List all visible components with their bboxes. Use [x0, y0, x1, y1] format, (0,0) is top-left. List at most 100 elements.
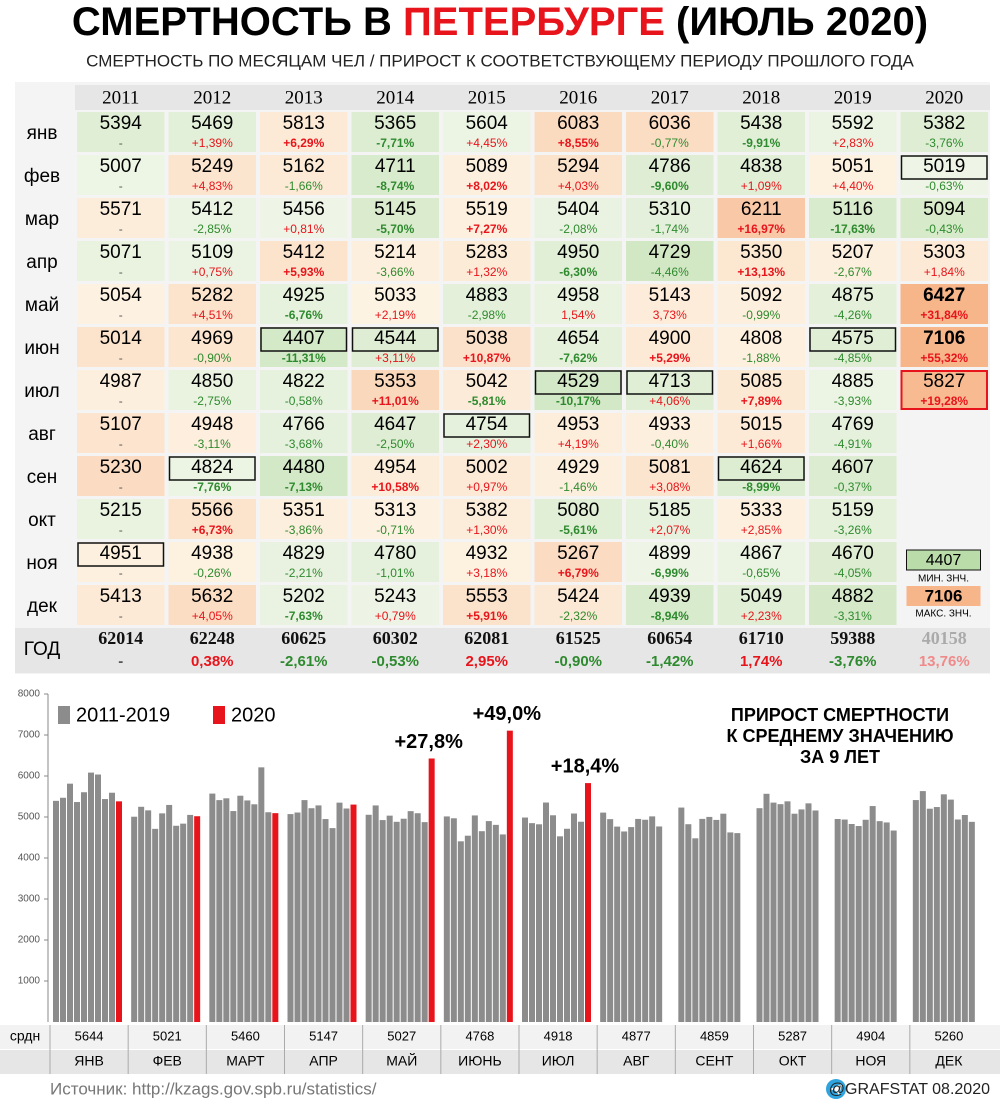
legend-label: 2011-2019 — [76, 704, 170, 726]
cell — [626, 198, 714, 238]
bar — [499, 834, 506, 1022]
total-value: 40158 — [922, 628, 967, 648]
bar — [791, 813, 798, 1022]
cell-value: 5015 — [740, 414, 782, 435]
cell-change: - — [119, 351, 123, 365]
cell-change: +2,30% — [466, 437, 507, 451]
cell — [534, 370, 622, 410]
bar — [428, 758, 435, 1022]
cell — [168, 370, 256, 410]
bar — [216, 800, 223, 1022]
cell-change: -0,40% — [651, 437, 689, 451]
cell — [443, 370, 531, 410]
cell — [809, 155, 897, 195]
cell-change: - — [119, 566, 123, 580]
cell-value: 5412 — [191, 199, 233, 220]
cell-change: 3,73% — [653, 308, 687, 322]
bar — [784, 801, 791, 1022]
cell-value: 4654 — [557, 328, 600, 349]
cell-value: 5553 — [466, 586, 508, 607]
total-value: 61525 — [556, 628, 601, 648]
year-label: 2015 — [468, 87, 506, 108]
cell-change: -3,68% — [285, 437, 323, 451]
cell-change: +11,01% — [372, 394, 419, 408]
cell — [168, 585, 256, 625]
cell-value: 5002 — [466, 457, 508, 478]
cell-value: 5333 — [740, 500, 782, 521]
cell-change: -0,58% — [285, 394, 323, 408]
bar — [237, 795, 244, 1022]
cell-change: +4,40% — [832, 179, 873, 193]
cell-value: 4808 — [740, 328, 782, 349]
cell-value: 4766 — [283, 414, 325, 435]
cell — [260, 456, 348, 496]
cell-change: +10,58% — [371, 480, 419, 494]
cell-value: 5007 — [100, 156, 142, 177]
bar — [308, 808, 315, 1022]
cell-change: -7,71% — [376, 136, 414, 150]
cell-change: +3,08% — [649, 480, 690, 494]
min-box — [809, 327, 897, 352]
min-box — [534, 370, 622, 395]
legend-min-value: 4407 — [926, 552, 962, 569]
cell — [717, 112, 805, 152]
bar — [131, 816, 138, 1022]
cell — [168, 499, 256, 539]
cell — [626, 542, 714, 582]
cell — [260, 241, 348, 281]
cell-change: - — [119, 308, 123, 322]
legend-min-box — [906, 549, 981, 571]
bar — [656, 826, 663, 1022]
bar — [812, 810, 819, 1022]
bar — [343, 808, 350, 1022]
cell — [809, 413, 897, 453]
x-tick-label: ОКТ — [779, 1053, 807, 1069]
annotation: +18,4% — [551, 755, 620, 777]
cell-change: +10,87% — [463, 351, 511, 365]
cell — [168, 456, 256, 496]
y-tick-label: 5000 — [18, 812, 41, 823]
bar — [350, 804, 357, 1022]
bar — [727, 832, 734, 1022]
bar — [421, 822, 428, 1022]
source: Источник: http://kzags.gov.spb.ru/statis… — [50, 1079, 377, 1098]
bar — [265, 812, 272, 1022]
bar — [223, 798, 230, 1022]
cell-value: 7106 — [923, 328, 965, 349]
avg-value: 4768 — [465, 1028, 494, 1043]
cell — [77, 155, 165, 195]
cell — [626, 499, 714, 539]
cell — [351, 155, 439, 195]
bar — [926, 808, 933, 1022]
bar — [492, 824, 499, 1022]
cell-change: - — [119, 437, 123, 451]
cell — [809, 456, 897, 496]
month-label: окт — [28, 510, 56, 531]
bar — [400, 818, 407, 1022]
title-highlight: ПЕТЕРБУРГЕ — [403, 0, 665, 44]
total-value: 60302 — [373, 628, 418, 648]
cell-value: 5303 — [923, 242, 965, 263]
cell-value: 4480 — [283, 457, 325, 478]
bar — [450, 818, 457, 1022]
bar — [464, 835, 471, 1022]
cell-change: -6,99% — [651, 566, 689, 580]
y-tick-label: 7000 — [18, 730, 41, 741]
cell-value: 5827 — [923, 371, 965, 392]
cell-change: -5,81% — [468, 394, 506, 408]
avg-value: 4918 — [544, 1028, 573, 1043]
bar — [386, 815, 393, 1022]
cell-value: 5350 — [740, 242, 782, 263]
total-change: -1,42% — [646, 653, 694, 670]
cell-value: 4713 — [649, 371, 691, 392]
cell-change: +4,06% — [649, 394, 690, 408]
annotation: +27,8% — [394, 731, 463, 753]
cell — [168, 284, 256, 324]
avg-row — [0, 1025, 1000, 1049]
legend-label: 2020 — [231, 704, 276, 726]
bar — [578, 821, 584, 1022]
month-label: июл — [24, 381, 60, 402]
title-part: (ИЮЛЬ 2020) — [665, 0, 928, 44]
cell-value: 4958 — [557, 285, 599, 306]
cell-value: 4850 — [191, 371, 233, 392]
